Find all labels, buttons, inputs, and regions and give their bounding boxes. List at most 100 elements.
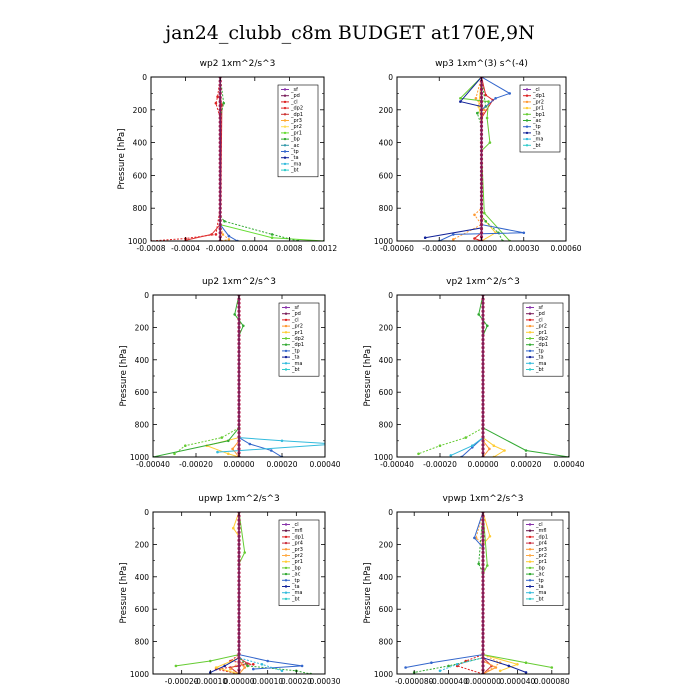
legend-label: _pr2 — [290, 124, 302, 130]
series-point — [227, 234, 231, 238]
x-tick-label: -0.0004 — [171, 244, 200, 253]
legend-marker — [528, 541, 532, 545]
series-point — [522, 231, 526, 235]
legend-label: _pd — [291, 311, 301, 317]
legend-marker — [525, 88, 529, 91]
x-tick-label: -0.00040 — [380, 460, 414, 469]
legend-box — [277, 84, 319, 178]
y-tick-label: 0 — [142, 73, 147, 82]
legend-label: _cl — [532, 87, 540, 93]
y-tick-label: 200 — [379, 540, 394, 549]
series-line-bp1 — [459, 77, 511, 241]
series-point — [233, 313, 236, 316]
x-tick-label: 0.00020 — [510, 460, 541, 469]
legend-marker — [283, 168, 287, 172]
series-line-pr2 — [453, 77, 485, 240]
series-point — [248, 442, 252, 446]
legend-label: _pr2 — [532, 99, 544, 105]
x-tick-label: 0.00000 — [467, 460, 498, 469]
legend-label: _dp1 — [535, 342, 548, 348]
legend-marker — [525, 113, 529, 116]
series-point — [488, 141, 492, 144]
y-tick-label: 200 — [133, 106, 148, 115]
legend-marker — [284, 541, 288, 545]
series-point — [484, 220, 488, 223]
legend-label: _pr3 — [290, 118, 302, 124]
legend: _sf_pd_cl_pr2_pr1_dp2_dp1_tp_ta_ma_bt — [278, 302, 320, 377]
legend-marker — [283, 94, 287, 97]
legend-label: _ta — [532, 130, 541, 136]
series-point — [216, 95, 219, 98]
legend-marker — [283, 125, 287, 128]
legend-marker — [528, 306, 532, 309]
legend-label: _cl — [290, 99, 298, 105]
legend-label: _pr1 — [291, 559, 303, 565]
legend-label: _dp1 — [290, 112, 303, 118]
series-line-cl — [151, 77, 221, 241]
legend-label: _sf — [290, 87, 298, 93]
legend-label: _ac — [532, 118, 542, 124]
series-point — [270, 233, 274, 236]
series-point — [516, 663, 519, 666]
series-line-pr1 — [482, 512, 519, 672]
series-point — [423, 236, 427, 239]
y-axis-label: Pressure [hPa] — [363, 563, 373, 624]
legend-label: _tp — [535, 578, 544, 584]
legend-marker — [525, 131, 529, 135]
y-axis-label: Pressure [hPa] — [363, 346, 373, 407]
legend-marker — [528, 585, 532, 588]
x-tick-label: 0.00020 — [266, 460, 297, 469]
legend-label: _sf — [535, 305, 543, 311]
legend-label: _pr4 — [291, 541, 303, 547]
legend-label: _ta — [291, 355, 300, 361]
x-tick-label: 0.000040 — [500, 677, 536, 686]
series-point — [498, 669, 502, 673]
y-tick-label: 0 — [144, 508, 149, 517]
x-tick-label: 0.00060 — [550, 244, 581, 253]
series-line-dp1 — [153, 295, 244, 457]
legend-marker — [528, 312, 532, 315]
series-point — [223, 220, 226, 223]
legend-marker — [525, 106, 529, 110]
y-tick-label: 400 — [135, 356, 150, 365]
series-point — [452, 233, 455, 236]
legend-label: _bt — [291, 596, 300, 602]
series-point — [550, 666, 554, 669]
x-tick-label: 0.00010 — [252, 677, 283, 686]
legend-label: _ma — [290, 161, 301, 167]
legend-label: _dp2 — [291, 336, 304, 342]
legend-marker — [525, 137, 529, 141]
legend-label: _cl — [535, 522, 543, 528]
legend-label: _dp1 — [291, 342, 304, 348]
series-point — [483, 211, 486, 215]
legend-marker — [284, 368, 288, 371]
legend-marker — [284, 349, 288, 353]
legend-marker — [528, 337, 532, 340]
legend-marker — [284, 355, 288, 359]
y-axis-label: Pressure [hPa] — [119, 563, 129, 624]
x-tick-label: 0.0008 — [276, 244, 302, 253]
series-point — [232, 526, 235, 530]
legend-label: _tp — [291, 578, 300, 584]
series-point — [452, 238, 455, 241]
series-point — [486, 324, 489, 328]
legend-marker — [528, 535, 532, 539]
y-tick-label: 0 — [388, 73, 393, 82]
legend-label: _bp — [291, 565, 301, 571]
series-point — [173, 452, 176, 456]
series-group — [404, 512, 554, 674]
y-tick-label: 800 — [379, 204, 394, 213]
series-point — [471, 444, 474, 448]
series-point — [221, 233, 225, 236]
panel-title: up2 1xm^2/s^3 — [202, 277, 276, 287]
series-point — [229, 667, 232, 671]
series-point — [485, 116, 489, 120]
series-point — [492, 444, 496, 448]
panel-title: upwp 1xm^2/s^3 — [198, 494, 279, 504]
panel-title: vp2 1xm^2/s^3 — [446, 277, 520, 287]
legend-marker — [284, 535, 288, 539]
series-point — [464, 436, 468, 439]
legend-label: _pr4 — [535, 541, 547, 547]
legend-marker — [528, 523, 532, 526]
series-point — [184, 444, 187, 448]
